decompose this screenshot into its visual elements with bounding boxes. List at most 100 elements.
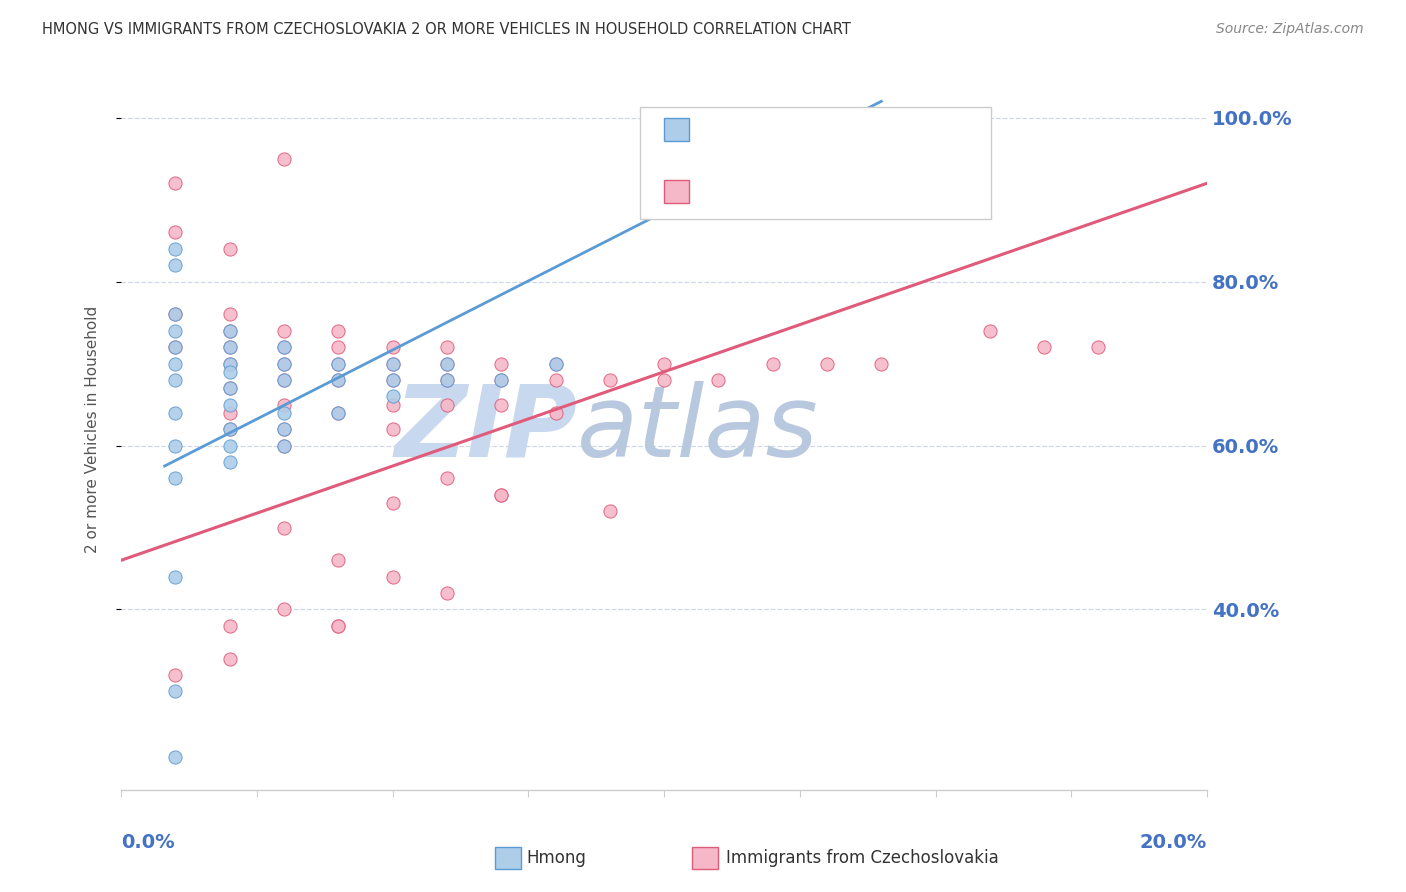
Point <box>273 406 295 420</box>
Point <box>381 422 404 436</box>
Point <box>218 422 240 436</box>
Point <box>273 438 295 452</box>
Point <box>489 488 512 502</box>
Point <box>273 357 295 371</box>
Point <box>870 357 893 371</box>
Point <box>328 406 350 420</box>
Point <box>381 357 404 371</box>
Point <box>1087 340 1109 354</box>
Point <box>218 340 240 354</box>
Point <box>218 324 240 338</box>
Point <box>165 750 187 764</box>
Point <box>165 471 187 485</box>
Point <box>218 422 240 436</box>
Point <box>218 357 240 371</box>
Point <box>707 373 730 387</box>
Point <box>815 357 838 371</box>
Text: R = 0.392: R = 0.392 <box>700 120 799 138</box>
Point <box>652 373 675 387</box>
Point <box>218 242 240 256</box>
Point <box>165 357 187 371</box>
Point <box>165 668 187 682</box>
Point <box>273 340 295 354</box>
Point <box>218 438 240 452</box>
Point <box>381 373 404 387</box>
Point <box>328 406 350 420</box>
Point <box>165 406 187 420</box>
Point <box>544 406 567 420</box>
Point <box>489 373 512 387</box>
Text: atlas: atlas <box>578 381 818 477</box>
Point <box>165 307 187 321</box>
Text: N = 38: N = 38 <box>830 120 897 138</box>
Point <box>436 373 458 387</box>
Point <box>328 619 350 633</box>
Point <box>1033 340 1056 354</box>
Text: N = 66: N = 66 <box>830 183 897 201</box>
Point <box>381 340 404 354</box>
Text: HMONG VS IMMIGRANTS FROM CZECHOSLOVAKIA 2 OR MORE VEHICLES IN HOUSEHOLD CORRELAT: HMONG VS IMMIGRANTS FROM CZECHOSLOVAKIA … <box>42 22 851 37</box>
Point <box>381 569 404 583</box>
Point <box>436 357 458 371</box>
Point <box>218 324 240 338</box>
Point <box>436 340 458 354</box>
Text: 20.0%: 20.0% <box>1140 833 1208 853</box>
Point <box>328 324 350 338</box>
Point <box>652 357 675 371</box>
Point <box>436 373 458 387</box>
Point <box>165 242 187 256</box>
Y-axis label: 2 or more Vehicles in Household: 2 or more Vehicles in Household <box>86 306 100 553</box>
Point <box>218 357 240 371</box>
Point <box>381 373 404 387</box>
Point <box>165 684 187 698</box>
Point <box>489 398 512 412</box>
Point <box>273 152 295 166</box>
Point <box>218 340 240 354</box>
Point <box>762 357 785 371</box>
Point <box>218 381 240 395</box>
Point <box>381 496 404 510</box>
Point <box>273 340 295 354</box>
Point <box>489 488 512 502</box>
Point <box>165 324 187 338</box>
Point <box>218 651 240 665</box>
Point <box>273 520 295 534</box>
Point <box>218 365 240 379</box>
Point <box>436 471 458 485</box>
Point <box>381 389 404 403</box>
Point <box>328 373 350 387</box>
Point <box>328 553 350 567</box>
Point <box>436 586 458 600</box>
Text: Immigrants from Czechoslovakia: Immigrants from Czechoslovakia <box>725 849 998 867</box>
Text: Hmong: Hmong <box>526 849 586 867</box>
Point <box>273 373 295 387</box>
Point <box>273 324 295 338</box>
Text: ZIP: ZIP <box>394 381 578 477</box>
Text: R = 0.357: R = 0.357 <box>700 183 799 201</box>
Point <box>218 381 240 395</box>
Point <box>165 176 187 190</box>
Text: Source: ZipAtlas.com: Source: ZipAtlas.com <box>1216 22 1364 37</box>
Point <box>165 340 187 354</box>
Point <box>273 373 295 387</box>
Point <box>544 373 567 387</box>
Point <box>165 340 187 354</box>
Point <box>273 398 295 412</box>
Point <box>218 619 240 633</box>
Point <box>328 619 350 633</box>
Point <box>544 357 567 371</box>
Point <box>328 340 350 354</box>
Point <box>544 357 567 371</box>
Point <box>328 373 350 387</box>
Point <box>599 373 621 387</box>
Point <box>381 398 404 412</box>
Point <box>489 357 512 371</box>
Point <box>436 357 458 371</box>
Point <box>273 357 295 371</box>
Point <box>218 455 240 469</box>
Point <box>599 504 621 518</box>
Point <box>165 438 187 452</box>
Point <box>273 602 295 616</box>
Point <box>273 422 295 436</box>
Point <box>489 373 512 387</box>
